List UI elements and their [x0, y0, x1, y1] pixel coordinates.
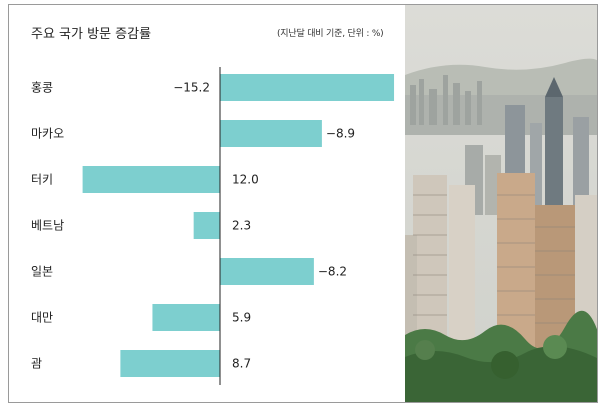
chart-card: 주요 국가 방문 증감률 (지난달 대비 기준, 단위 : %) 홍콩 −15.2… — [8, 4, 598, 403]
value-label-5: −8.2 — [318, 265, 347, 279]
category-label-2: 마카오 — [31, 127, 64, 141]
chart-title: 주요 국가 방문 증감률 — [31, 27, 152, 42]
bar-2 — [220, 120, 322, 147]
bar-1 — [220, 74, 395, 101]
category-label-1: 홍콩 — [31, 81, 53, 95]
bar-5 — [220, 258, 314, 285]
category-label-4: 베트남 — [31, 219, 64, 233]
bar-7 — [120, 350, 220, 377]
category-label-7: 괌 — [31, 357, 42, 371]
value-label-4: 2.3 — [232, 219, 251, 233]
value-label-6: 5.9 — [232, 311, 251, 325]
bar-chart: 홍콩 −15.2 마카오 −8.9 터키 12.0 베트남 2.3 일본 −8.2 대만 5.9 괌 8.… — [31, 67, 395, 385]
bar-6 — [152, 304, 220, 331]
value-label-1: −15.2 — [173, 81, 210, 95]
bar-3 — [82, 166, 220, 193]
bar-4 — [193, 212, 220, 239]
value-label-2: −8.9 — [326, 127, 355, 141]
category-label-5: 일본 — [31, 265, 53, 279]
value-label-7: 8.7 — [232, 357, 251, 371]
category-label-6: 대만 — [31, 311, 53, 325]
category-label-3: 터키 — [31, 173, 53, 187]
unit-note: (지난달 대비 기준, 단위 : %) — [277, 29, 384, 39]
hong-kong-skyline-photo — [405, 5, 597, 402]
value-label-3: 12.0 — [232, 173, 259, 187]
